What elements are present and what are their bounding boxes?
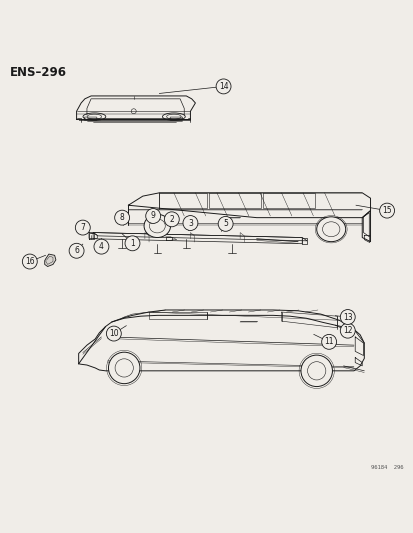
Text: 12: 12: [342, 326, 351, 335]
Text: 4: 4: [99, 242, 104, 251]
Circle shape: [108, 352, 140, 384]
Text: 6: 6: [74, 246, 79, 255]
Circle shape: [339, 323, 354, 338]
Circle shape: [94, 239, 109, 254]
Text: 13: 13: [342, 312, 352, 321]
Text: 15: 15: [381, 206, 391, 215]
Circle shape: [106, 326, 121, 341]
Text: 16: 16: [25, 257, 35, 266]
Circle shape: [379, 203, 394, 218]
Circle shape: [125, 236, 140, 251]
Text: 9: 9: [150, 212, 155, 221]
Circle shape: [300, 355, 332, 386]
Circle shape: [339, 310, 354, 325]
Circle shape: [164, 212, 179, 227]
Text: ENS–296: ENS–296: [10, 66, 67, 79]
Circle shape: [114, 210, 129, 225]
Circle shape: [22, 254, 37, 269]
Text: 5: 5: [223, 220, 228, 228]
Text: 7: 7: [80, 223, 85, 232]
Text: 8: 8: [119, 213, 124, 222]
Text: 14: 14: [218, 82, 228, 91]
Circle shape: [75, 220, 90, 235]
Circle shape: [218, 216, 233, 231]
Circle shape: [69, 244, 84, 258]
Text: 3: 3: [188, 219, 192, 228]
Text: 1: 1: [130, 239, 135, 248]
Circle shape: [216, 79, 230, 94]
Ellipse shape: [316, 217, 345, 241]
Circle shape: [145, 208, 160, 223]
Circle shape: [321, 334, 336, 349]
Circle shape: [183, 215, 197, 230]
Ellipse shape: [144, 214, 170, 238]
Text: 11: 11: [324, 337, 333, 346]
Polygon shape: [45, 254, 56, 266]
Text: 2: 2: [169, 215, 174, 224]
Text: 10: 10: [109, 329, 119, 338]
Text: 96184  296: 96184 296: [370, 465, 403, 470]
